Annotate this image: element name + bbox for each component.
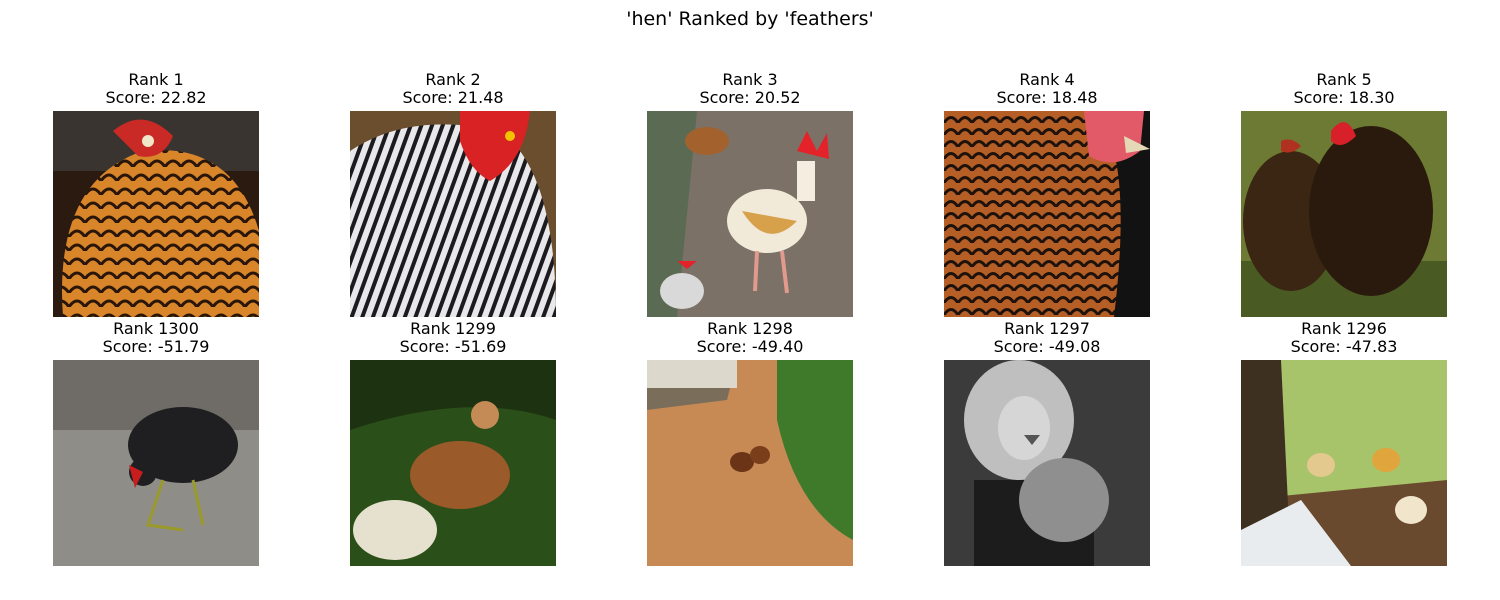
score-label: Score: 20.52 [699, 88, 801, 107]
score-label: Score: 22.82 [105, 88, 207, 107]
rank-label: Rank 1 [128, 70, 184, 89]
result-cell-top-2: Rank 2 Score: 21.48 [350, 71, 556, 317]
result-cell-top-5: Rank 5 Score: 18.30 [1241, 71, 1447, 317]
hen-photo [1241, 111, 1447, 317]
result-cell-top-1: Rank 1 Score: 22.82 [53, 71, 259, 317]
cell-title: Rank 4 Score: 18.48 [897, 71, 1197, 107]
cell-title: Rank 1300 Score: -51.79 [6, 320, 306, 356]
rank-label: Rank 4 [1019, 70, 1075, 89]
hen-photo [53, 111, 259, 317]
cell-title: Rank 1 Score: 22.82 [6, 71, 306, 107]
rank-label: Rank 1297 [1004, 319, 1090, 338]
rank-label: Rank 1296 [1301, 319, 1387, 338]
rank-label: Rank 3 [722, 70, 778, 89]
result-cell-bottom-4: Rank 1297 Score: -49.08 [944, 320, 1150, 566]
hens-in-yard-photo [1241, 360, 1447, 566]
result-cell-top-3: Rank 3 Score: 20.52 [647, 71, 853, 317]
moorhen-photo [53, 360, 259, 566]
rank-label: Rank 1298 [707, 319, 793, 338]
rooster-photo [647, 111, 853, 317]
cell-title: Rank 1296 Score: -47.83 [1194, 320, 1494, 356]
rank-label: Rank 1299 [410, 319, 496, 338]
rank-label: Rank 2 [425, 70, 481, 89]
score-label: Score: 18.30 [1293, 88, 1395, 107]
score-label: Score: -49.08 [993, 337, 1101, 356]
result-cell-bottom-3: Rank 1298 Score: -49.40 [647, 320, 853, 566]
score-label: Score: -49.40 [696, 337, 804, 356]
cell-title: Rank 1297 Score: -49.08 [897, 320, 1197, 356]
cell-title: Rank 1298 Score: -49.40 [600, 320, 900, 356]
cell-title: Rank 1299 Score: -51.69 [303, 320, 603, 356]
cell-title: Rank 3 Score: 20.52 [600, 71, 900, 107]
cell-title: Rank 2 Score: 21.48 [303, 71, 603, 107]
hen-photo [944, 111, 1150, 317]
score-label: Score: -51.69 [399, 337, 507, 356]
rank-label: Rank 1300 [113, 319, 199, 338]
score-label: Score: -47.83 [1290, 337, 1398, 356]
cell-title: Rank 5 Score: 18.30 [1194, 71, 1494, 107]
score-label: Score: 21.48 [402, 88, 504, 107]
result-cell-bottom-5: Rank 1296 Score: -47.83 [1241, 320, 1447, 566]
score-label: Score: -51.79 [102, 337, 210, 356]
result-cell-top-4: Rank 4 Score: 18.48 [944, 71, 1150, 317]
girl-with-hen-photo [944, 360, 1150, 566]
rank-label: Rank 5 [1316, 70, 1372, 89]
figure-title: 'hen' Ranked by 'feathers' [626, 8, 874, 30]
result-cell-bottom-2: Rank 1299 Score: -51.69 [350, 320, 556, 566]
score-label: Score: 18.48 [996, 88, 1098, 107]
result-cell-bottom-1: Rank 1300 Score: -51.79 [53, 320, 259, 566]
hen-photo [350, 360, 556, 566]
chickens-on-path-photo [647, 360, 853, 566]
hen-photo [350, 111, 556, 317]
